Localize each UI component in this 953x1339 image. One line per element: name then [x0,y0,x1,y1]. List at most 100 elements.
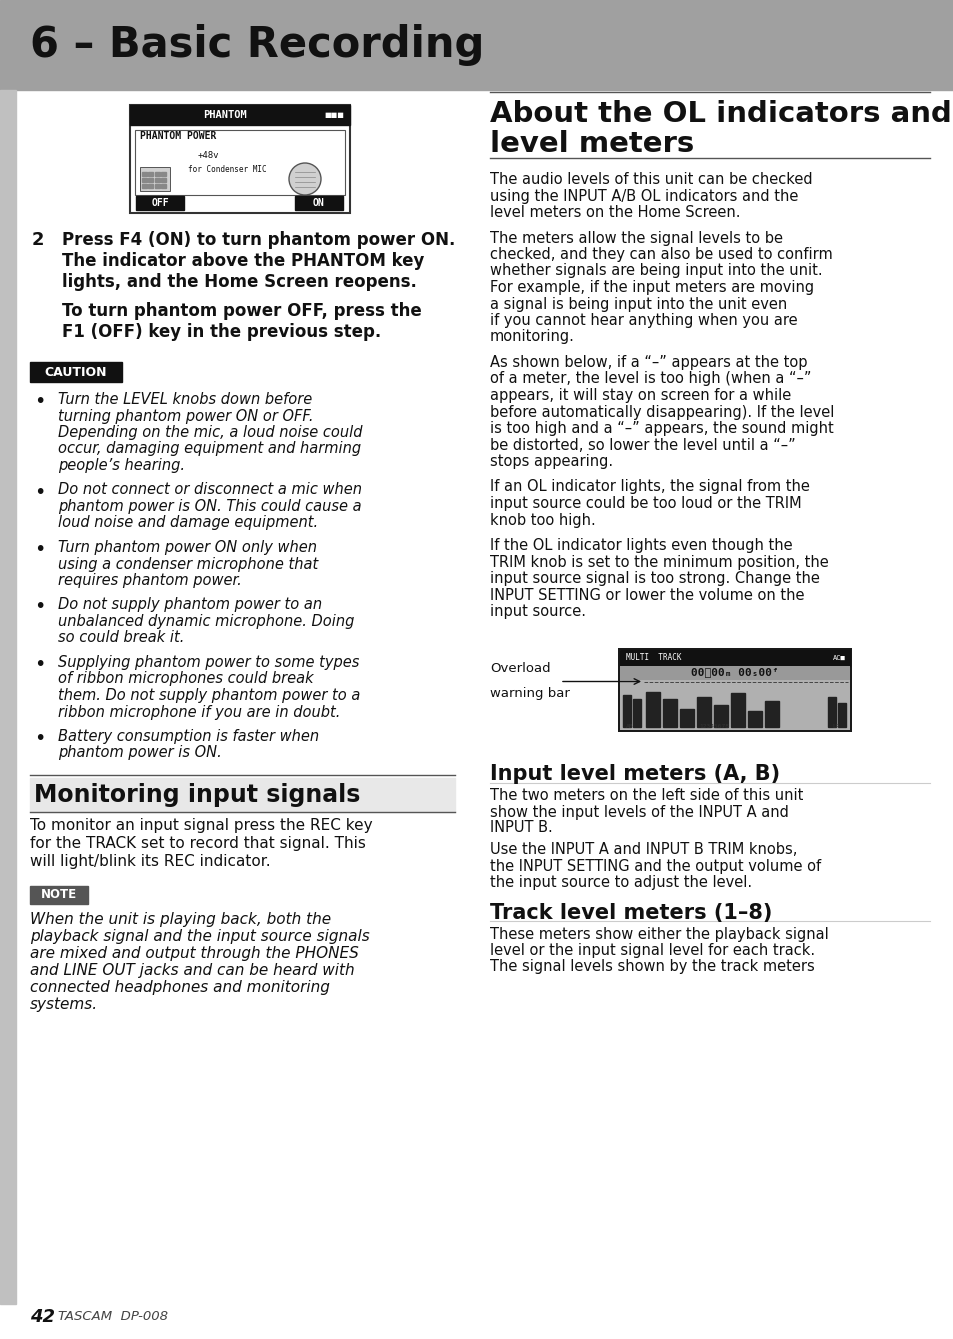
Text: the INPUT SETTING and the output volume of: the INPUT SETTING and the output volume … [490,858,821,873]
Text: INPUT B.: INPUT B. [490,821,552,836]
Text: When the unit is playing back, both the: When the unit is playing back, both the [30,912,331,927]
Bar [154,178,160,182]
Text: •: • [34,728,46,749]
Bar [645,691,659,727]
Text: TASCAM  DP-008: TASCAM DP-008 [58,1311,168,1323]
Text: The two meters on the left side of this unit: The two meters on the left side of this … [490,789,802,803]
Text: Turn phantom power ON only when: Turn phantom power ON only when [58,540,316,554]
Text: are mixed and output through the PHONES: are mixed and output through the PHONES [30,945,358,961]
Bar [161,178,167,182]
Text: +48v: +48v [198,151,219,159]
Text: INPUT SETTING or lower the volume on the: INPUT SETTING or lower the volume on the [490,588,803,603]
Text: OFF: OFF [151,198,169,208]
Bar [149,171,153,175]
Text: occur, damaging equipment and harming: occur, damaging equipment and harming [58,442,361,457]
Text: CAUTION: CAUTION [45,366,107,379]
Text: F1 (OFF) key in the previous step.: F1 (OFF) key in the previous step. [62,323,381,341]
Bar [142,178,147,182]
Text: level meters: level meters [490,130,694,158]
Text: To turn phantom power OFF, press the: To turn phantom power OFF, press the [62,303,421,320]
Text: warning bar: warning bar [490,687,569,700]
Text: •: • [34,482,46,502]
Text: LR: LR [831,723,839,728]
Text: 2: 2 [32,232,45,249]
Text: 6 – Basic Recording: 6 – Basic Recording [30,24,484,66]
Text: level or the input signal level for each track.: level or the input signal level for each… [490,943,814,957]
Bar [730,692,744,727]
Text: phantom power is ON. This could cause a: phantom power is ON. This could cause a [58,499,361,514]
Text: TRIM knob is set to the minimum position, the: TRIM knob is set to the minimum position… [490,554,828,569]
Text: 42: 42 [30,1308,55,1326]
Text: Turn the LEVEL knobs down before: Turn the LEVEL knobs down before [58,392,312,407]
Text: Input level meters (A, B): Input level meters (A, B) [490,765,780,785]
Text: 12345678: 12345678 [699,723,728,728]
Text: so could break it.: so could break it. [58,631,184,645]
Text: phantom power is ON.: phantom power is ON. [58,746,221,761]
Text: If an OL indicator lights, the signal from the: If an OL indicator lights, the signal fr… [490,479,809,494]
Bar [633,699,640,727]
Text: playback signal and the input source signals: playback signal and the input source sig… [30,929,370,944]
Bar [827,696,835,727]
Text: •: • [34,392,46,411]
Text: input source could be too loud or the TRIM: input source could be too loud or the TR… [490,495,801,511]
Text: systems.: systems. [30,998,98,1012]
Text: and LINE OUT jacks and can be heard with: and LINE OUT jacks and can be heard with [30,963,355,977]
Text: About the OL indicators and: About the OL indicators and [490,100,951,129]
Text: •: • [34,597,46,616]
Bar [161,171,167,175]
Text: be distorted, so lower the level until a “–”: be distorted, so lower the level until a… [490,438,795,453]
Bar [837,703,845,727]
Text: 00℄00ₘ 00ₛ00ᶠ: 00℄00ₘ 00ₛ00ᶠ [690,668,778,678]
Text: If the OL indicator lights even though the: If the OL indicator lights even though t… [490,538,792,553]
Text: The meters allow the signal levels to be: The meters allow the signal levels to be [490,230,782,245]
Text: Overload: Overload [490,663,550,675]
Text: using the INPUT A/B OL indicators and the: using the INPUT A/B OL indicators and th… [490,189,798,204]
Text: the input source to adjust the level.: the input source to adjust the level. [490,874,751,889]
Bar [161,183,167,187]
Text: The signal levels shown by the track meters: The signal levels shown by the track met… [490,959,814,973]
Text: lights, and the Home Screen reopens.: lights, and the Home Screen reopens. [62,273,416,291]
Text: requires phantom power.: requires phantom power. [58,573,241,588]
Text: show the input levels of the INPUT A and: show the input levels of the INPUT A and [490,805,788,819]
Bar [0,90,16,1304]
Bar [154,183,160,187]
Bar [130,104,350,125]
Text: loud noise and damage equipment.: loud noise and damage equipment. [58,516,317,530]
Text: ON: ON [313,198,325,208]
Text: PHANTOM POWER: PHANTOM POWER [140,131,216,141]
Text: AC■: AC■ [832,655,845,660]
Bar [294,195,343,210]
Bar [149,183,153,187]
Text: The audio levels of this unit can be checked: The audio levels of this unit can be che… [490,171,812,187]
Text: •: • [34,655,46,674]
Bar [30,886,88,904]
Text: ■■■: ■■■ [324,112,344,118]
Text: Supplying phantom power to some types: Supplying phantom power to some types [58,655,359,670]
Text: The indicator above the PHANTOM key: The indicator above the PHANTOM key [62,252,424,270]
Text: them. Do not supply phantom power to a: them. Do not supply phantom power to a [58,688,360,703]
Text: Depending on the mic, a loud noise could: Depending on the mic, a loud noise could [58,424,362,441]
Text: using a condenser microphone that: using a condenser microphone that [58,557,318,572]
Text: turning phantom power ON or OFF.: turning phantom power ON or OFF. [58,408,314,423]
Bar [764,700,779,727]
Bar [142,183,147,187]
Text: Do not supply phantom power to an: Do not supply phantom power to an [58,597,322,612]
Bar [697,696,710,727]
Text: if you cannot hear anything when you are: if you cannot hear anything when you are [490,313,797,328]
Text: knob too high.: knob too high. [490,513,595,528]
Text: As shown below, if a “–” appears at the top: As shown below, if a “–” appears at the … [490,355,806,370]
Text: whether signals are being input into the unit.: whether signals are being input into the… [490,264,821,279]
Text: •: • [34,540,46,558]
Bar [136,195,184,210]
Bar [619,649,849,665]
Text: before automatically disappearing). If the level: before automatically disappearing). If t… [490,404,834,419]
Bar [713,704,727,727]
Bar [618,648,851,731]
Text: Battery consumption is faster when: Battery consumption is faster when [58,728,319,744]
Bar [747,711,761,727]
Bar [149,178,153,182]
Text: unbalanced dynamic microphone. Doing: unbalanced dynamic microphone. Doing [58,615,354,629]
Text: NOTE: NOTE [41,889,77,901]
Text: Do not connect or disconnect a mic when: Do not connect or disconnect a mic when [58,482,361,498]
Bar [154,171,160,175]
